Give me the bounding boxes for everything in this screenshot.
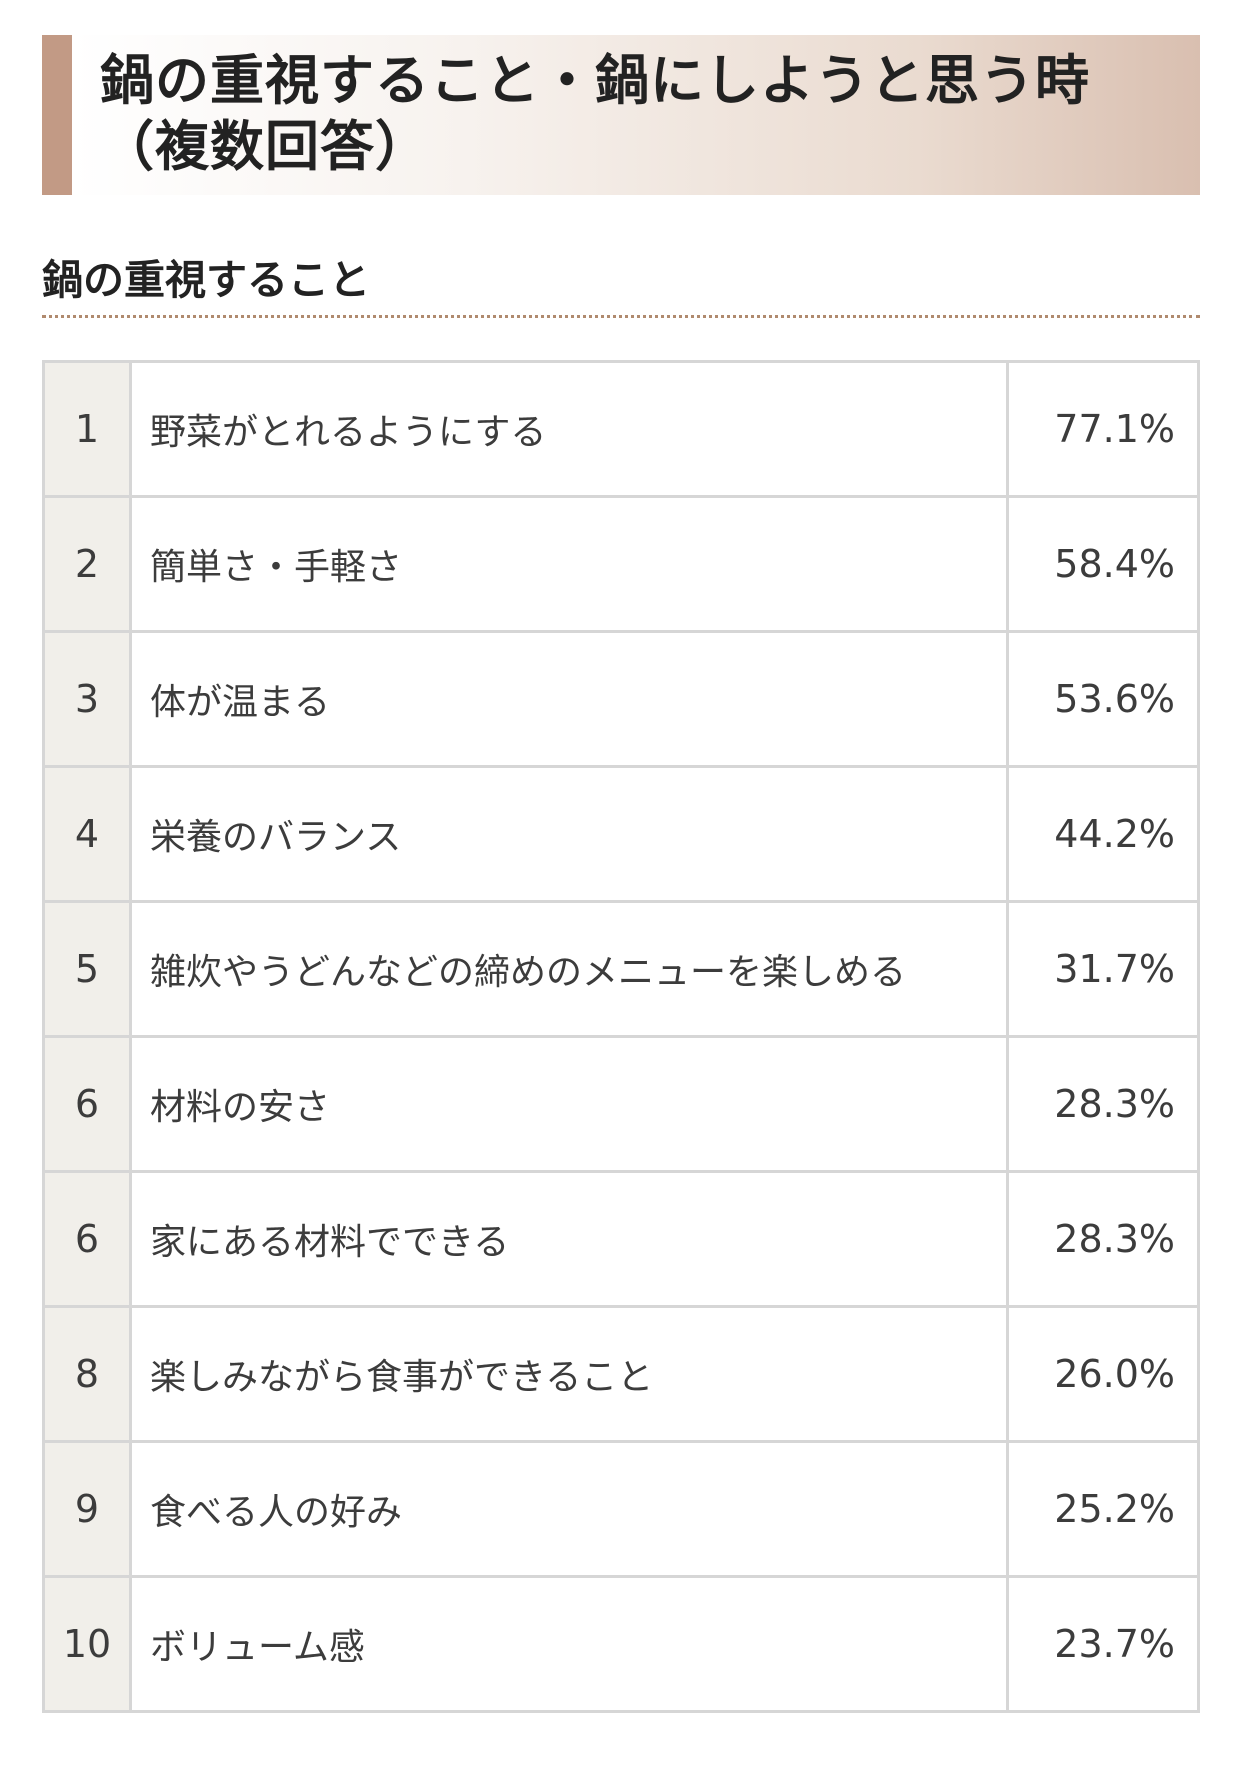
table-row: 1 野菜がとれるようにする 77.1% — [42, 360, 1200, 498]
rank-cell: 3 — [42, 630, 132, 768]
item-label-cell: 野菜がとれるようにする — [129, 360, 1009, 498]
percentage-cell: 77.1% — [1006, 360, 1200, 498]
rank-cell: 8 — [42, 1305, 132, 1443]
percentage-cell: 58.4% — [1006, 495, 1200, 633]
section-title: 鍋の重視すること — [42, 256, 370, 304]
page-title-line2: （複数回答） — [100, 114, 430, 178]
rank-cell: 6 — [42, 1170, 132, 1308]
percentage-cell: 31.7% — [1006, 900, 1200, 1038]
item-label-cell: 楽しみながら食事ができること — [129, 1305, 1009, 1443]
percentage-cell: 26.0% — [1006, 1305, 1200, 1443]
table-row: 6 家にある材料でできる 28.3% — [42, 1170, 1200, 1308]
rank-cell: 9 — [42, 1440, 132, 1578]
item-label-cell: 家にある材料でできる — [129, 1170, 1009, 1308]
percentage-cell: 25.2% — [1006, 1440, 1200, 1578]
rank-cell: 5 — [42, 900, 132, 1038]
item-label-cell: 雑炊やうどんなどの締めのメニューを楽しめる — [129, 900, 1009, 1038]
rank-cell: 10 — [42, 1575, 132, 1713]
table-row: 10 ボリューム感 23.7% — [42, 1575, 1200, 1713]
title-banner: 鍋の重視すること・鍋にしようと思う時 （複数回答） — [42, 35, 1200, 195]
percentage-cell: 23.7% — [1006, 1575, 1200, 1713]
table-row: 2 簡単さ・手軽さ 58.4% — [42, 495, 1200, 633]
table-row: 9 食べる人の好み 25.2% — [42, 1440, 1200, 1578]
percentage-cell: 28.3% — [1006, 1170, 1200, 1308]
table-row: 4 栄養のバランス 44.2% — [42, 765, 1200, 903]
ranking-table: 1 野菜がとれるようにする 77.1% 2 簡単さ・手軽さ 58.4% 3 体が温まる 53.6… — [42, 360, 1200, 1713]
rank-cell: 2 — [42, 495, 132, 633]
table-row: 5 雑炊やうどんなどの締めのメニューを楽しめる 31.7% — [42, 900, 1200, 1038]
table-row: 8 楽しみながら食事ができること 26.0% — [42, 1305, 1200, 1443]
section-divider — [42, 315, 1200, 318]
item-label-cell: 食べる人の好み — [129, 1440, 1009, 1578]
percentage-cell: 53.6% — [1006, 630, 1200, 768]
item-label-cell: 簡単さ・手軽さ — [129, 495, 1009, 633]
rank-cell: 1 — [42, 360, 132, 498]
rank-cell: 6 — [42, 1035, 132, 1173]
item-label-cell: 体が温まる — [129, 630, 1009, 768]
item-label-cell: ボリューム感 — [129, 1575, 1009, 1713]
page-title: 鍋の重視すること・鍋にしようと思う時 （複数回答） — [100, 47, 1200, 179]
item-label-cell: 栄養のバランス — [129, 765, 1009, 903]
table-row: 3 体が温まる 53.6% — [42, 630, 1200, 768]
ranking-table-body: 1 野菜がとれるようにする 77.1% 2 簡単さ・手軽さ 58.4% 3 体が温まる 53.6… — [42, 360, 1200, 1713]
page-title-line1: 鍋の重視すること・鍋にしようと思う時 — [100, 48, 1090, 112]
item-label-cell: 材料の安さ — [129, 1035, 1009, 1173]
rank-cell: 4 — [42, 765, 132, 903]
percentage-cell: 44.2% — [1006, 765, 1200, 903]
percentage-cell: 28.3% — [1006, 1035, 1200, 1173]
table-row: 6 材料の安さ 28.3% — [42, 1035, 1200, 1173]
